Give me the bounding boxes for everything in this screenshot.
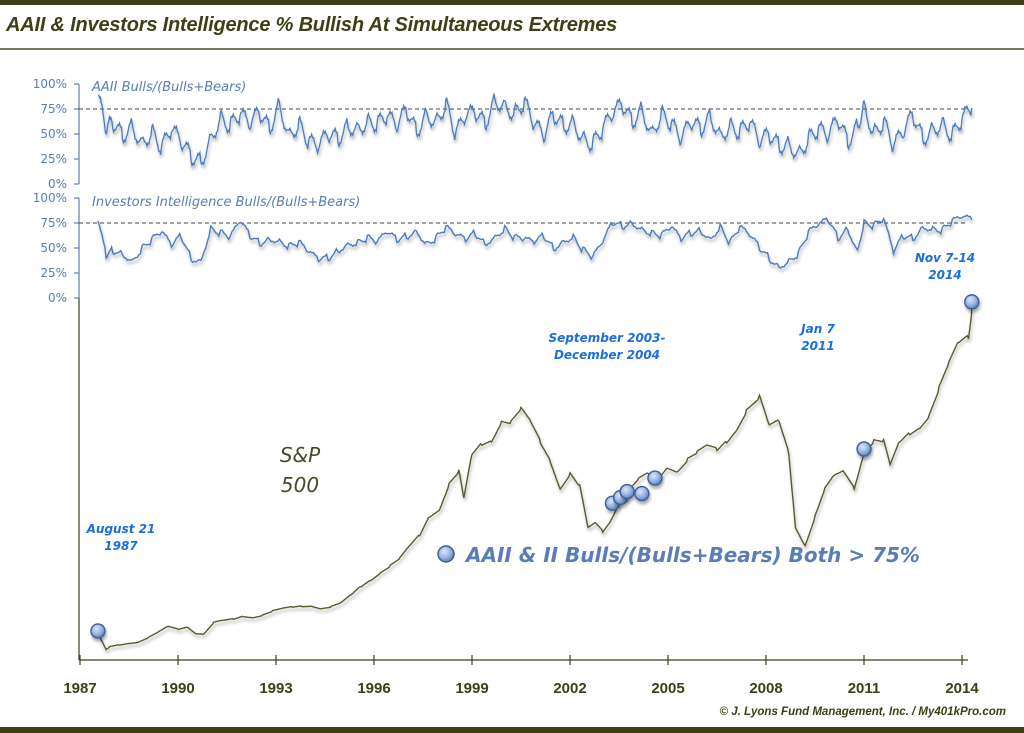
bottom-border [0, 727, 1024, 733]
x-tick-label: 1990 [161, 680, 194, 697]
x-tick-label: 1987 [63, 680, 96, 697]
signal-point [647, 470, 663, 486]
legend: AAII & II Bulls/(Bulls+Bears) Both > 75% [437, 543, 920, 567]
x-tick-label: 2014 [945, 680, 979, 697]
aaii-y-tick-label: 100% [33, 77, 67, 91]
chart-title: AAII & Investors Intelligence % Bullish … [6, 14, 618, 36]
aaii-y-tick-label: 0% [48, 177, 67, 191]
x-tick-label: 2011 [848, 680, 881, 697]
ii-series-line [97, 214, 973, 269]
sp500-panel: S&P 500 1987 1990 1993 1996 1999 2002 2005 2008… [63, 251, 980, 697]
x-tick-label: 2008 [749, 680, 782, 697]
ii-panel-title: Investors Intelligence Bulls/(Bulls+Bear… [92, 195, 360, 210]
title-divider [0, 48, 1024, 50]
aaii-y-tick-label: 25% [40, 152, 67, 166]
annotation-label: September 2003- [549, 331, 666, 345]
annotation-label: 2011 [801, 339, 834, 353]
ii-y-tick-label: 75% [40, 216, 67, 230]
x-tick-label: 1996 [357, 680, 390, 697]
x-tick-label: 2002 [553, 680, 586, 697]
top-border [0, 0, 1024, 5]
credit-text: © J. Lyons Fund Management, Inc. / My401… [720, 706, 1006, 718]
ii-y-tick-label: 100% [33, 191, 67, 205]
signal-point [856, 441, 872, 457]
ii-y-tick-label: 0% [48, 291, 67, 305]
sp500-series-line [97, 307, 973, 651]
signal-point [964, 294, 980, 310]
signal-point [619, 483, 635, 500]
sp500-label-line2: 500 [281, 473, 319, 497]
annotation-label: December 2004 [554, 348, 660, 362]
annotation-label: 2014 [928, 268, 961, 282]
legend-marker [437, 545, 455, 563]
annotation-label: Nov 7-14 [915, 251, 975, 265]
annotation-label: 1987 [104, 539, 138, 553]
aaii-y-tick-label: 50% [40, 127, 67, 141]
aaii-panel: AAII Bulls/(Bulls+Bears) 100% 75% 50% 25% 0% [33, 77, 973, 191]
signal-point [90, 623, 106, 639]
x-tick-label: 1999 [455, 680, 488, 697]
annotation-label: August 21 [86, 522, 156, 536]
signal-point [634, 485, 650, 502]
ii-y-tick-label: 25% [40, 266, 67, 280]
ii-panel: Investors Intelligence Bulls/(Bulls+Bear… [33, 191, 973, 305]
annotation-label: Jan 7 [799, 322, 835, 336]
x-tick-label: 2005 [651, 680, 684, 697]
aaii-y-tick-label: 75% [40, 102, 67, 116]
x-tick-label: 1993 [259, 680, 292, 697]
legend-text: AAII & II Bulls/(Bulls+Bears) Both > 75% [464, 543, 920, 567]
aaii-panel-title: AAII Bulls/(Bulls+Bears) [91, 80, 246, 95]
ii-y-tick-label: 50% [40, 241, 67, 255]
aaii-series-line [97, 93, 973, 168]
sp500-label-line1: S&P [280, 443, 321, 467]
